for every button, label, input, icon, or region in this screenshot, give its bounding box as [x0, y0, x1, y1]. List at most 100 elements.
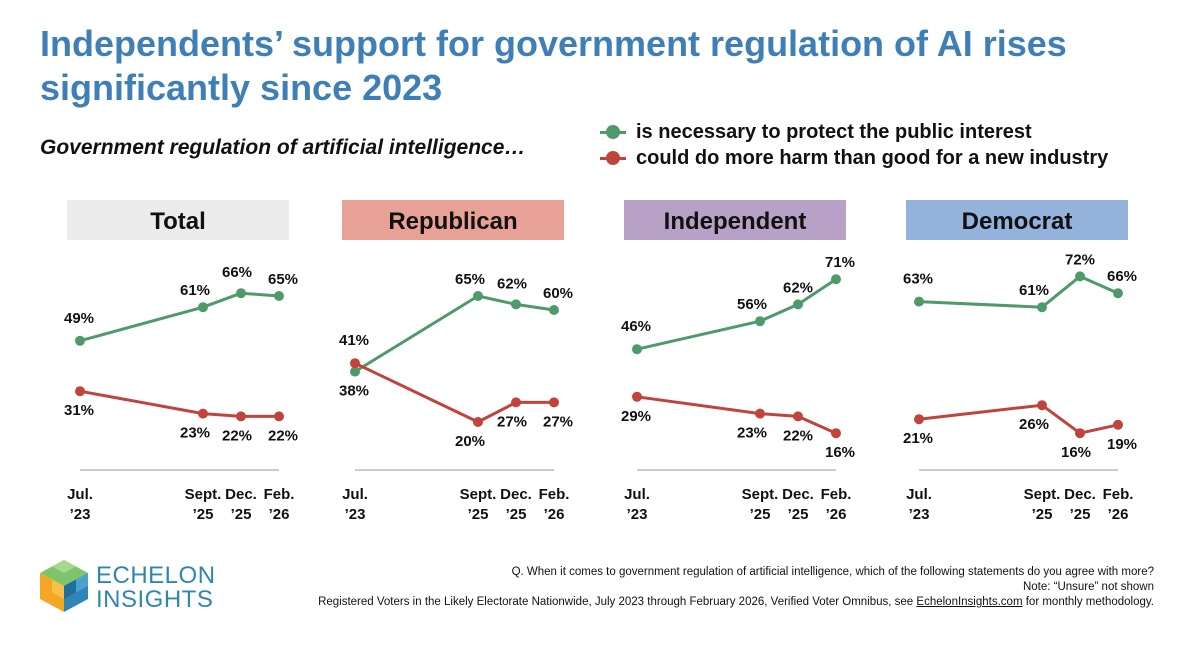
- data-point-harm: [755, 408, 765, 419]
- data-label-harm: 16%: [825, 444, 855, 461]
- data-label-harm: 26%: [1019, 416, 1049, 433]
- panel-title: Democrat: [962, 208, 1073, 235]
- data-label-necessary: 38%: [339, 383, 369, 400]
- x-tick-label: Dec. ’25: [782, 486, 814, 523]
- legend-swatch-green: [600, 124, 626, 140]
- data-point-harm: [831, 428, 841, 439]
- source-prefix: Registered Voters in the Likely Electora…: [318, 596, 917, 608]
- data-point-harm: [274, 411, 284, 422]
- x-tick-label: Sept. ’25: [185, 486, 222, 523]
- x-tick-label: Jul. ’23: [906, 486, 932, 523]
- data-point-necessary: [75, 335, 85, 346]
- legend-item-necessary: is necessary to protect the public inter…: [600, 119, 1108, 145]
- data-point-necessary: [831, 274, 841, 285]
- x-tick-label: Dec. ’25: [225, 486, 257, 523]
- series-line-necessary: [918, 274, 1119, 309]
- series-line-necessary: [354, 294, 555, 373]
- data-point-harm: [549, 397, 559, 408]
- x-tick-label: Feb. ’26: [539, 486, 570, 523]
- series-line-harm: [79, 389, 279, 418]
- panel-header-box: [624, 200, 846, 240]
- data-point-harm: [914, 414, 924, 425]
- data-label-harm: 31%: [64, 402, 94, 419]
- series-line-harm: [636, 395, 837, 435]
- data-label-harm: 27%: [543, 413, 573, 430]
- data-label-harm: 41%: [339, 332, 369, 349]
- data-point-harm: [793, 411, 803, 422]
- x-tick-label: Sept. ’25: [1024, 486, 1061, 523]
- methodology-link[interactable]: EchelonInsights.com: [916, 596, 1023, 608]
- data-label-necessary: 46%: [621, 318, 651, 335]
- data-label-harm: 16%: [1061, 444, 1091, 461]
- data-label-necessary: 63%: [903, 271, 933, 288]
- panel-header-box: [67, 200, 289, 240]
- legend-swatch-red: [600, 150, 626, 166]
- data-point-necessary: [793, 299, 803, 310]
- data-point-harm: [198, 408, 208, 419]
- cube-logo-icon: [40, 560, 88, 612]
- data-label-harm: 22%: [222, 427, 252, 444]
- data-label-necessary: 56%: [737, 296, 767, 313]
- logo-text-line1: ECHELON: [96, 562, 216, 589]
- data-label-harm: 21%: [903, 430, 933, 447]
- data-point-harm: [511, 397, 521, 408]
- data-point-necessary: [198, 302, 208, 313]
- data-point-harm: [350, 358, 360, 369]
- data-label-necessary: 66%: [1107, 268, 1137, 285]
- data-label-harm: 29%: [621, 408, 651, 425]
- x-tick-label: Feb. ’26: [1103, 486, 1134, 523]
- data-point-harm: [473, 417, 483, 427]
- data-point-harm: [236, 411, 246, 422]
- chart-subtitle: Government regulation of artificial inte…: [40, 136, 526, 159]
- x-tick-label: Feb. ’26: [264, 486, 295, 523]
- logo-text-line2: INSIGHTS: [96, 586, 214, 613]
- panel-title: Republican: [388, 208, 517, 235]
- source-suffix: for monthly methodology.: [1022, 596, 1154, 608]
- x-tick-label: Sept. ’25: [460, 486, 497, 523]
- x-tick-label: Jul. ’23: [342, 486, 368, 523]
- data-label-harm: 22%: [268, 427, 298, 444]
- data-point-necessary: [755, 316, 765, 327]
- source-text: Registered Voters in the Likely Electora…: [318, 595, 1154, 610]
- footnotes: Q. When it comes to government regulatio…: [318, 565, 1154, 610]
- data-point-necessary: [473, 291, 483, 301]
- x-tick-label: Dec. ’25: [1064, 486, 1096, 523]
- data-point-harm: [1037, 400, 1047, 411]
- legend: is necessary to protect the public inter…: [600, 119, 1108, 171]
- data-label-necessary: 71%: [825, 254, 855, 271]
- panel-title: Total: [150, 208, 206, 235]
- data-label-harm: 23%: [180, 425, 210, 442]
- data-label-necessary: 60%: [543, 285, 573, 302]
- data-label-necessary: 65%: [455, 271, 485, 288]
- data-label-harm: 22%: [783, 427, 813, 444]
- x-tick-label: Sept. ’25: [742, 486, 779, 523]
- legend-label-harm: could do more harm than good for a new i…: [636, 146, 1109, 169]
- data-point-necessary: [511, 299, 521, 310]
- question-text: Q. When it comes to government regulatio…: [511, 566, 1154, 578]
- data-label-necessary: 72%: [1065, 251, 1095, 268]
- legend-label-necessary: is necessary to protect the public inter…: [636, 120, 1032, 143]
- data-point-necessary: [1037, 302, 1047, 313]
- data-point-necessary: [549, 305, 559, 315]
- x-tick-label: Feb. ’26: [821, 486, 852, 523]
- data-point-necessary: [350, 366, 360, 377]
- panel-header-box: [906, 200, 1128, 240]
- data-label-necessary: 65%: [268, 271, 298, 288]
- series-line-harm: [918, 403, 1119, 435]
- data-label-necessary: 49%: [64, 310, 94, 327]
- data-point-harm: [1113, 419, 1123, 430]
- data-point-harm: [1075, 428, 1085, 439]
- echelon-logo: ECHELON INSIGHTS: [38, 558, 218, 618]
- data-label-necessary: 61%: [1019, 282, 1049, 299]
- legend-item-harm: could do more harm than good for a new i…: [600, 145, 1108, 171]
- x-tick-label: Jul. ’23: [624, 486, 650, 523]
- data-point-necessary: [632, 344, 642, 355]
- x-tick-label: Dec. ’25: [500, 486, 532, 523]
- series-line-necessary: [79, 291, 280, 343]
- data-label-harm: 20%: [455, 433, 485, 450]
- data-point-necessary: [1113, 288, 1123, 299]
